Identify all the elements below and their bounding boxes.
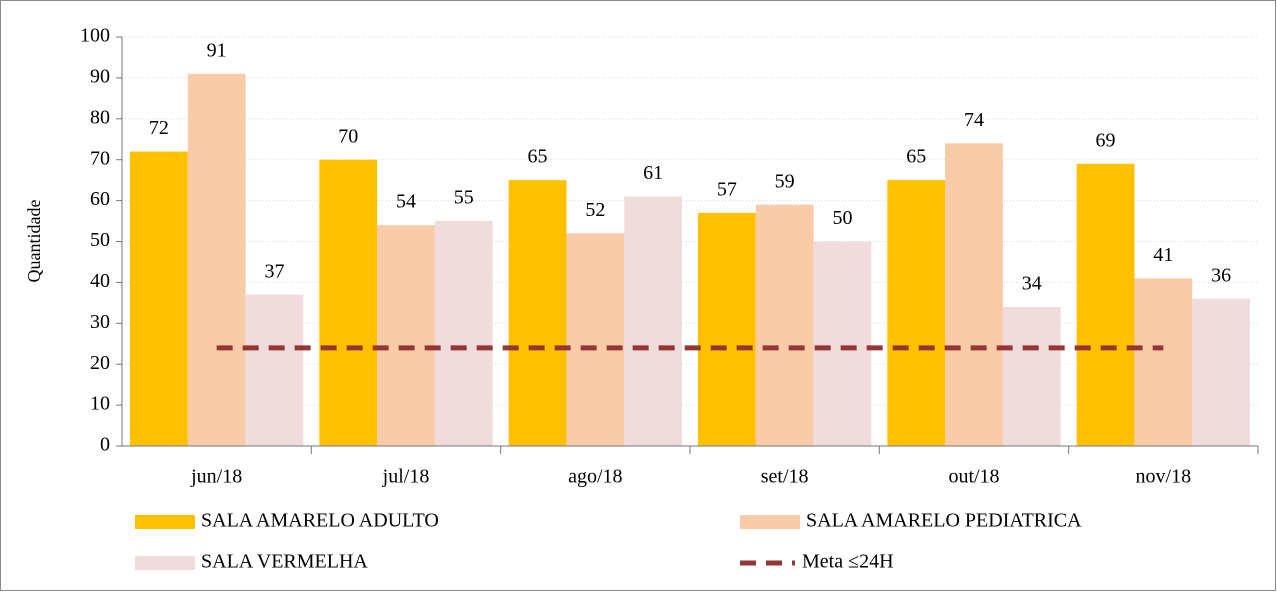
- y-axis-label: Quantidade: [24, 200, 44, 283]
- data-label: 65: [906, 146, 926, 168]
- data-label: 74: [964, 109, 984, 131]
- data-label: 72: [149, 117, 169, 139]
- x-tick-label: jun/18: [190, 466, 242, 488]
- data-label: 69: [1096, 129, 1116, 151]
- data-label: 36: [1211, 264, 1231, 286]
- bar: [698, 212, 756, 446]
- y-tick-label: 50: [90, 229, 110, 251]
- legend-label: Meta ≤24H: [802, 551, 894, 573]
- bar: [1134, 278, 1193, 446]
- bar: [945, 143, 1003, 446]
- bar: [1002, 306, 1061, 446]
- x-tick-label: nov/18: [1136, 466, 1192, 488]
- legend-label: SALA AMARELO PEDIATRICA: [806, 510, 1082, 532]
- legend-label: SALA VERMELHA: [201, 551, 368, 573]
- bar: [319, 159, 378, 446]
- legend-swatch: [135, 515, 195, 529]
- bar: [434, 221, 493, 446]
- bar: [245, 294, 304, 446]
- x-tick-label: set/18: [761, 466, 809, 488]
- data-label: 50: [832, 207, 852, 229]
- data-label: 55: [454, 187, 474, 209]
- bar: [187, 73, 246, 446]
- bar: [566, 233, 625, 446]
- bar: [887, 180, 946, 446]
- y-tick-label: 40: [90, 270, 110, 292]
- x-tick-label: out/18: [948, 466, 999, 488]
- legend-swatch: [135, 556, 195, 570]
- data-label: 57: [717, 178, 737, 200]
- bar: [1076, 163, 1135, 447]
- y-tick-label: 20: [90, 352, 110, 374]
- data-label: 59: [775, 170, 795, 192]
- data-label: 52: [585, 199, 605, 221]
- bar: [377, 225, 435, 446]
- bar: [130, 151, 188, 446]
- y-tick-label: 60: [90, 188, 110, 210]
- bar: [508, 180, 567, 446]
- bar: [813, 241, 872, 446]
- y-tick-label: 90: [90, 65, 110, 87]
- x-tick-label: jul/18: [382, 466, 430, 488]
- data-label: 34: [1022, 273, 1042, 295]
- data-label: 61: [643, 162, 663, 184]
- y-tick-label: 10: [90, 393, 110, 415]
- legend-swatch: [740, 515, 800, 529]
- y-tick-label: 80: [90, 106, 110, 128]
- y-tick-label: 30: [90, 311, 110, 333]
- y-tick-label: 100: [80, 25, 110, 47]
- bar: [624, 196, 682, 446]
- bar: [1192, 298, 1250, 446]
- data-label: 54: [396, 191, 416, 213]
- bar: [755, 204, 814, 446]
- y-tick-label: 70: [90, 147, 110, 169]
- y-tick-label: 0: [100, 434, 110, 456]
- data-label: 70: [338, 125, 358, 147]
- x-tick-label: ago/18: [568, 466, 622, 488]
- legend-label: SALA AMARELO ADULTO: [201, 510, 439, 532]
- data-label: 65: [528, 146, 548, 168]
- data-label: 41: [1153, 244, 1173, 266]
- data-label: 37: [264, 260, 284, 282]
- data-label: 91: [207, 39, 227, 61]
